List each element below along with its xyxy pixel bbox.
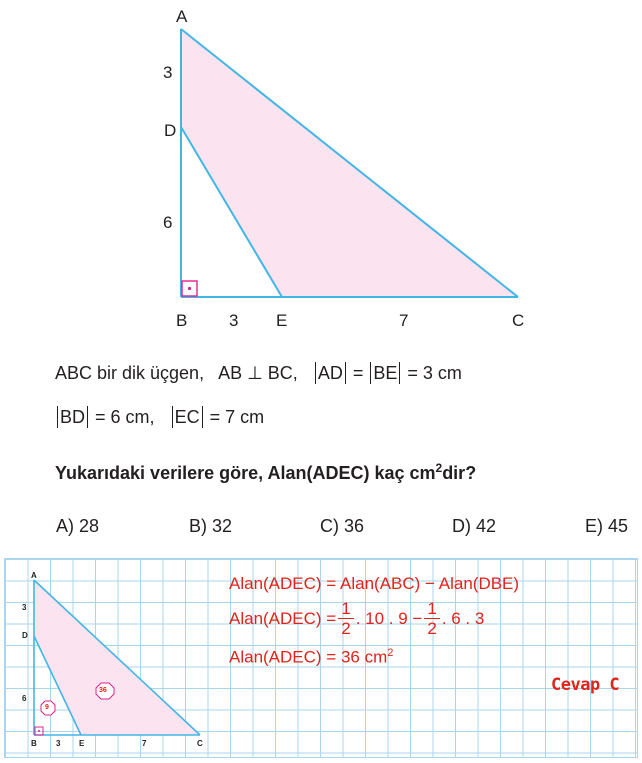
triangle-figure bbox=[180, 28, 519, 298]
small-vertex-e: E bbox=[79, 739, 85, 748]
given-value-ec: = 7 cm bbox=[209, 407, 265, 427]
segment-ac bbox=[180, 28, 519, 298]
fraction-2: 1 2 bbox=[424, 600, 440, 638]
option-a[interactable]: A) 28 bbox=[56, 516, 100, 536]
solution-line-1: Alan(ADEC) = Alan(ABC) − Alan(DBE) bbox=[229, 574, 520, 593]
question-sup: 2 bbox=[435, 461, 443, 475]
solution-line-2: Alan(ADEC) = 1 2 . 10 . 9 − 1 2 . 6 . 3 bbox=[229, 600, 484, 637]
fraction-2-numerator: 1 bbox=[424, 600, 440, 619]
badge-small-label: 9 bbox=[45, 704, 49, 711]
badge-large-shape bbox=[95, 682, 115, 700]
right-angle-mark bbox=[181, 280, 198, 297]
given-equals: = bbox=[352, 363, 364, 383]
badge-small-shape bbox=[40, 700, 56, 716]
segment-label-ad: 3 bbox=[163, 63, 173, 82]
solution-triangle-figure bbox=[33, 579, 201, 736]
question-main: Yukarıdaki verilere göre, Alan(ADEC) kaç… bbox=[55, 463, 436, 483]
answer-label: Cevap C bbox=[551, 675, 620, 695]
given-intro: ABC bir dik üçgen, bbox=[55, 363, 205, 383]
right-angle-dot bbox=[187, 286, 192, 291]
fraction-1: 1 2 bbox=[338, 600, 354, 638]
segment-label-be: 3 bbox=[229, 311, 239, 330]
solution-line-3: Alan(ADEC) = 36 cm2 bbox=[229, 648, 393, 666]
vertex-label-b: B bbox=[176, 311, 188, 330]
vertex-label-c: C bbox=[512, 311, 525, 330]
segment-label-db: 6 bbox=[163, 213, 173, 232]
segment-de bbox=[180, 126, 283, 298]
given-line-2: BD = 6 cm, EC = 7 cm bbox=[55, 406, 264, 428]
solution-line2-suffix: . 6 . 3 bbox=[441, 609, 485, 628]
fraction-1-numerator: 1 bbox=[338, 600, 354, 619]
solution-panel bbox=[4, 558, 638, 758]
small-segment-label-be: 3 bbox=[56, 739, 61, 748]
solution-line3-sup: 2 bbox=[387, 647, 394, 659]
given-bd: BD bbox=[60, 407, 86, 427]
given-value-1: = 3 cm bbox=[407, 363, 462, 383]
solution-line2-prefix: Alan(ADEC) = bbox=[229, 609, 337, 628]
small-segment-label-ad: 3 bbox=[22, 603, 27, 612]
solution-line2-middle: . 10 . 9 − bbox=[355, 609, 423, 628]
option-c[interactable]: C) 36 bbox=[320, 516, 365, 536]
small-right-angle-mark bbox=[34, 726, 44, 736]
fraction-2-denominator: 2 bbox=[427, 619, 437, 638]
option-e[interactable]: E) 45 bbox=[585, 516, 629, 536]
given-be: BE bbox=[373, 363, 398, 383]
option-d[interactable]: D) 42 bbox=[452, 516, 497, 536]
small-segment-label-db: 6 bbox=[22, 694, 27, 703]
segment-label-ec: 7 bbox=[399, 311, 409, 330]
small-vertex-d: D bbox=[22, 631, 28, 640]
small-segment-de bbox=[33, 635, 82, 736]
given-perpendicular: AB ⊥ BC, bbox=[218, 363, 298, 383]
badge-large-label: 36 bbox=[99, 687, 107, 694]
given-value-bd: = 6 cm, bbox=[95, 407, 155, 427]
given-ad: AD bbox=[317, 363, 343, 383]
solution-line3-text: Alan(ADEC) = 36 cm bbox=[229, 647, 388, 667]
fraction-1-denominator: 2 bbox=[341, 619, 351, 638]
small-vertex-c: C bbox=[197, 739, 203, 748]
question-text: Yukarıdaki verilere göre, Alan(ADEC) kaç… bbox=[55, 462, 476, 482]
option-b[interactable]: B) 32 bbox=[189, 516, 233, 536]
question-tail: dir? bbox=[442, 463, 477, 483]
small-vertex-b: B bbox=[31, 739, 37, 748]
given-line-1: ABC bir dik üçgen, AB ⊥ BC, AD = BE = 3 … bbox=[55, 362, 462, 384]
vertex-label-e: E bbox=[276, 311, 288, 330]
vertex-label-d: D bbox=[164, 121, 177, 140]
small-segment-label-ec: 7 bbox=[142, 739, 147, 748]
small-right-angle-dot bbox=[38, 730, 40, 732]
given-ec: EC bbox=[174, 407, 200, 427]
small-vertex-a: A bbox=[31, 571, 37, 580]
small-segment-ac bbox=[33, 579, 201, 736]
vertex-label-a: A bbox=[176, 7, 188, 26]
